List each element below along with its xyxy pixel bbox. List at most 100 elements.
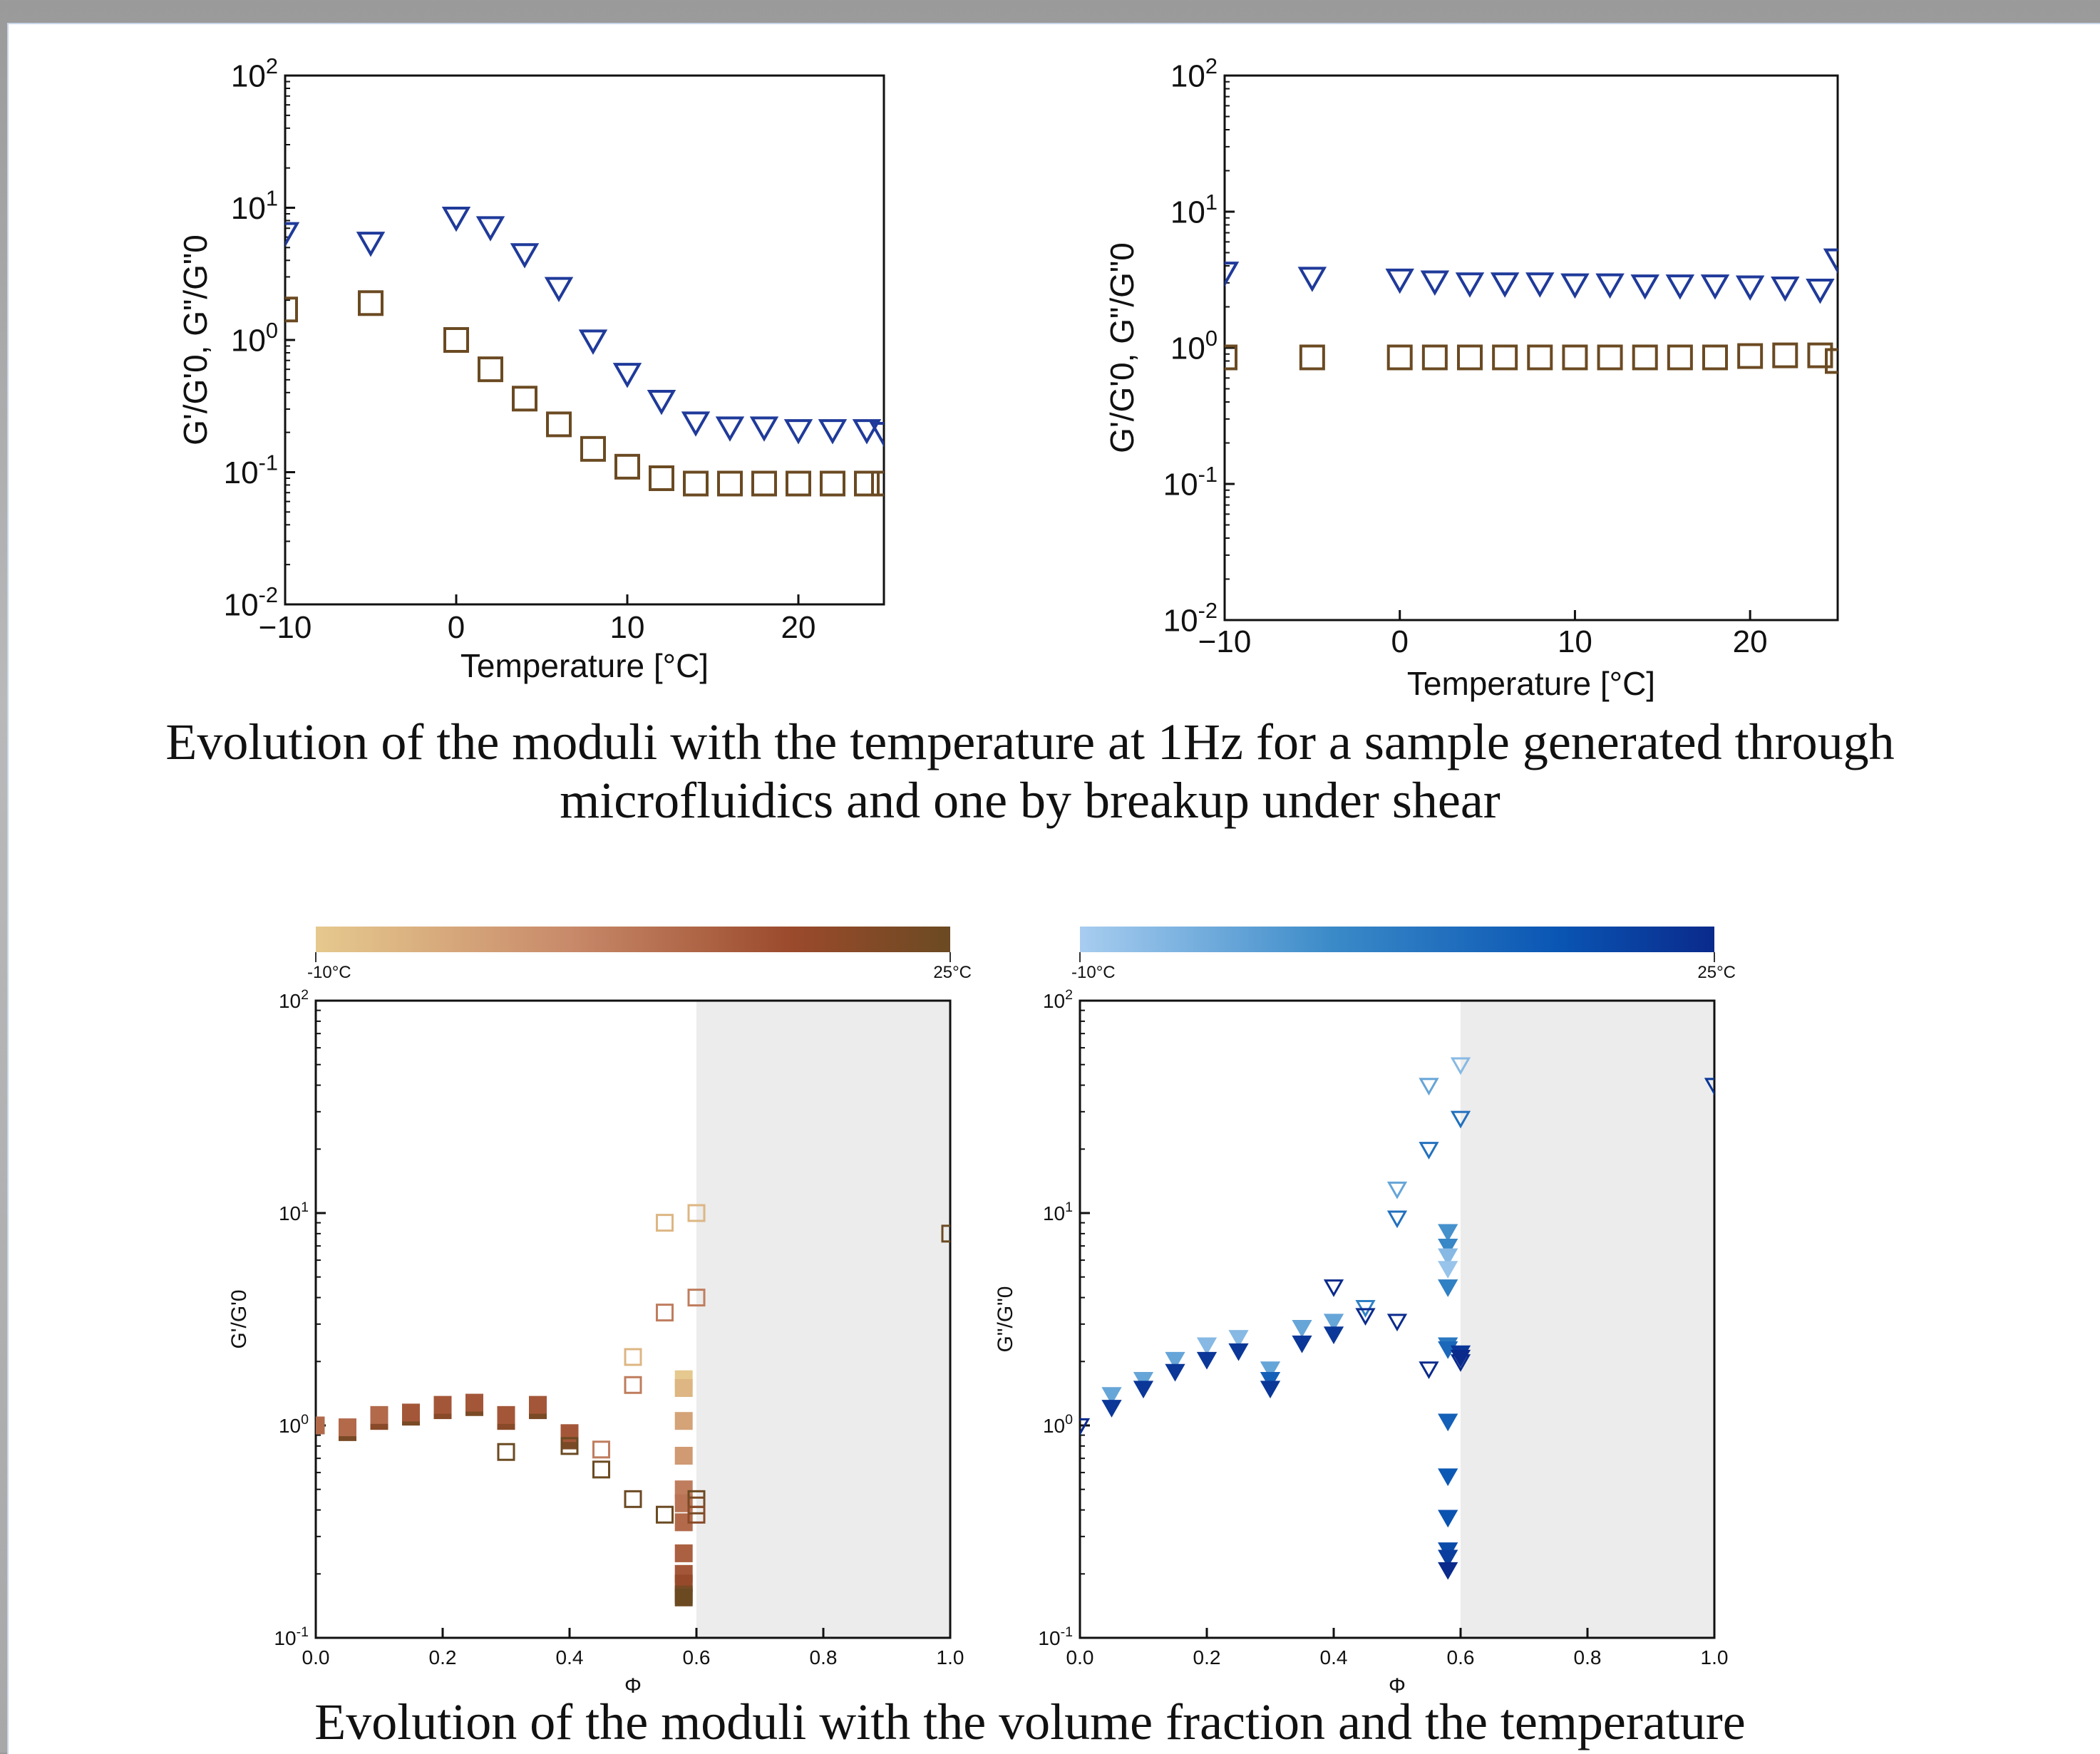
caption-volume-fraction: Evolution of the moduli with the volume … bbox=[314, 1693, 1746, 1750]
markers bbox=[1225, 248, 1838, 374]
data-point-triangle bbox=[1438, 1279, 1458, 1297]
x-tick-label: 0 bbox=[448, 610, 465, 645]
data-point-square bbox=[580, 435, 606, 462]
data-point-square bbox=[656, 1505, 674, 1524]
x-tick-label: 20 bbox=[1733, 624, 1768, 659]
x-tick-label: 0.6 bbox=[1447, 1646, 1475, 1668]
data-point-triangle bbox=[1292, 1320, 1312, 1338]
data-point-square bbox=[717, 470, 743, 497]
data-point-triangle bbox=[1297, 267, 1327, 292]
data-point-square bbox=[1457, 344, 1483, 371]
x-tick-label: 1.0 bbox=[937, 1646, 964, 1668]
data-point-square bbox=[1825, 348, 1838, 374]
data-point-square bbox=[649, 465, 674, 491]
data-point-triangle bbox=[1323, 1314, 1344, 1332]
data-point-square bbox=[674, 1544, 693, 1562]
data-point-triangle bbox=[1260, 1361, 1281, 1379]
data-point-square bbox=[656, 1214, 674, 1232]
x-tick-label: 0.6 bbox=[683, 1646, 711, 1668]
data-point-square bbox=[1421, 344, 1448, 371]
data-point-triangle bbox=[1438, 1510, 1458, 1528]
data-point-triangle bbox=[1455, 272, 1485, 298]
data-point-square bbox=[316, 1416, 325, 1435]
x-axis-label: Φ bbox=[624, 1674, 642, 1698]
data-point-triangle bbox=[1419, 1078, 1439, 1096]
data-point-square bbox=[1597, 344, 1623, 371]
data-point-triangle bbox=[1595, 273, 1625, 299]
data-point-square bbox=[529, 1396, 547, 1414]
data-point-triangle bbox=[1292, 1335, 1312, 1353]
data-point-triangle bbox=[612, 363, 642, 388]
data-point-triangle bbox=[1133, 1372, 1154, 1390]
data-point-triangle bbox=[852, 419, 882, 445]
data-point-triangle bbox=[1355, 1308, 1376, 1326]
y-axis-label: G"/G"0 bbox=[994, 1286, 1017, 1353]
data-point-square bbox=[1386, 344, 1413, 371]
data-point-triangle bbox=[1419, 1142, 1439, 1160]
data-point-square bbox=[786, 470, 811, 497]
markers bbox=[1080, 1057, 1714, 1580]
data-point-square bbox=[683, 470, 709, 497]
data-point-square bbox=[674, 1412, 693, 1430]
data-point-triangle bbox=[1438, 1261, 1458, 1279]
y-tick-label: 101 bbox=[279, 1200, 309, 1224]
y-tick-label: 10-2 bbox=[224, 582, 278, 622]
data-point-triangle bbox=[1823, 248, 1838, 274]
x-tick-label: 0.2 bbox=[429, 1646, 457, 1668]
data-point-triangle bbox=[578, 329, 608, 355]
colorbar bbox=[1080, 927, 1714, 952]
data-point-square bbox=[674, 1588, 693, 1606]
y-tick-label: 10-2 bbox=[1163, 598, 1218, 638]
x-tick-label: 0.4 bbox=[556, 1646, 584, 1668]
data-point-square bbox=[443, 327, 469, 353]
data-point-triangle bbox=[1450, 1354, 1471, 1372]
data-point-triangle bbox=[1700, 274, 1730, 300]
y-axis-label: G'/G'0 bbox=[227, 1289, 251, 1348]
data-point-square bbox=[656, 1304, 674, 1322]
x-tick-label: 10 bbox=[610, 610, 645, 645]
y-tick-label: 101 bbox=[1170, 190, 1218, 229]
data-point-triangle bbox=[1228, 1343, 1249, 1361]
data-point-triangle bbox=[1438, 1248, 1458, 1267]
data-point-square bbox=[674, 1379, 693, 1398]
data-point-square bbox=[592, 1460, 610, 1479]
y-axis-label: G'/G'0, G"/G"0 bbox=[1103, 242, 1141, 453]
data-point-triangle bbox=[1165, 1363, 1185, 1382]
data-point-triangle bbox=[285, 222, 300, 248]
data-point-square bbox=[941, 1224, 950, 1243]
data-point-triangle bbox=[1165, 1351, 1185, 1370]
chart-4: -10°C 25°C 10-1 100 101 102 0.0 0.2 0.4 0.6 0.8 1.0… bbox=[994, 927, 1736, 1698]
data-point-square bbox=[497, 1443, 515, 1461]
data-point-square bbox=[497, 1405, 515, 1424]
plot-frame bbox=[1223, 74, 1839, 621]
data-point-triangle bbox=[1419, 1361, 1439, 1379]
data-point-triangle bbox=[1438, 1549, 1458, 1568]
y-tick-label: 10-1 bbox=[1163, 462, 1218, 502]
data-point-square bbox=[1492, 344, 1518, 371]
y-tick-label: 102 bbox=[1170, 53, 1218, 93]
data-point-triangle bbox=[544, 277, 574, 303]
data-point-triangle bbox=[1225, 262, 1240, 287]
data-point-square bbox=[687, 1496, 706, 1515]
data-point-square bbox=[478, 356, 503, 383]
x-tick-label: 0.2 bbox=[1193, 1646, 1221, 1668]
y-tick-label: 10-1 bbox=[1038, 1624, 1073, 1649]
data-point-square bbox=[624, 1490, 642, 1508]
y-tick-label: 100 bbox=[231, 318, 278, 358]
data-point-square bbox=[1527, 344, 1553, 371]
x-tick-label: 20 bbox=[781, 610, 816, 645]
data-point-square bbox=[546, 411, 572, 438]
data-point-triangle bbox=[1438, 1413, 1458, 1432]
y-tick-label: 10-1 bbox=[224, 450, 278, 490]
data-point-triangle bbox=[1438, 1562, 1458, 1580]
shaded-region bbox=[696, 1001, 950, 1638]
colorbar bbox=[316, 927, 950, 952]
x-tick-label: 10 bbox=[1558, 624, 1592, 659]
x-axis-label: Temperature [°C] bbox=[1407, 665, 1655, 702]
data-point-triangle bbox=[1323, 1279, 1344, 1297]
markers bbox=[285, 206, 884, 497]
chart-1: 10-2 10-1 100 101 102 −10 0 10 20 Temperature [°C… bbox=[177, 53, 885, 684]
data-point-square bbox=[854, 470, 880, 497]
x-tick-label: 1.0 bbox=[1701, 1646, 1729, 1668]
